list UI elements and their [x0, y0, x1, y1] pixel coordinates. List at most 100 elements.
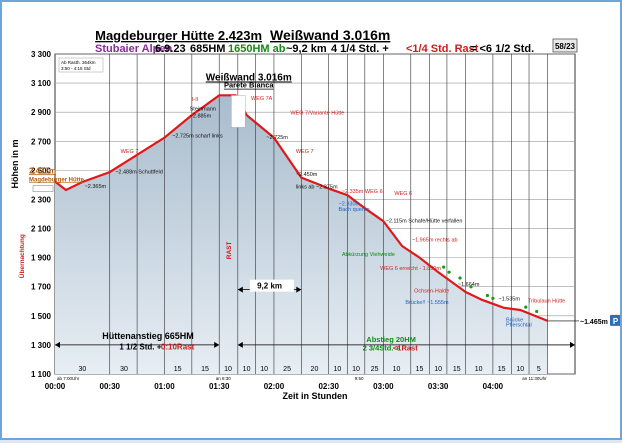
distance-arrowhead-right	[296, 286, 302, 293]
page-badge: 58/23	[555, 42, 576, 51]
descent-arrowhead-right	[570, 341, 575, 348]
segment-time-label: 20	[311, 366, 319, 373]
waypoint-marker	[442, 265, 446, 269]
chart-title-part2: Weißwand 3.016m	[270, 27, 390, 43]
x-tick-label: 02:00	[264, 382, 285, 391]
profile-annotation: ~2.115m Schafe/Hütte verfallen	[386, 219, 463, 225]
summit-stone-box	[231, 95, 246, 128]
profile-annotation: Ochsen-Halde	[414, 289, 449, 295]
area-name: Stubaier Alpen	[95, 43, 172, 55]
x-tick-label: 03:30	[428, 382, 449, 391]
parking-badge	[610, 314, 621, 326]
time-note: an 11:30Uhr	[522, 376, 547, 381]
summit-name-label: Weißwand 3.016m	[206, 72, 292, 83]
descent-arrowhead-left	[237, 341, 243, 348]
segment-time-label: 10	[260, 366, 268, 373]
profile-annotation: ~2.330m	[339, 201, 361, 207]
y-tick-label: 1 100	[31, 370, 52, 379]
waypoint-marker	[469, 285, 473, 289]
ascent-arrowhead-left	[55, 341, 60, 348]
segment-time-label: 10	[224, 366, 232, 373]
y-tick-label: 2 900	[31, 108, 52, 117]
y-tick-label: 1 700	[31, 283, 52, 292]
profile-annotation: ~2.365m	[85, 184, 107, 190]
ascent-rest: 0:10Rast	[161, 342, 195, 351]
time-rest: <1/4 Std. Rast	[406, 43, 479, 55]
time-total: = <6 1/2 Std.	[470, 43, 534, 55]
profile-annotation: Pflerschtal	[506, 322, 532, 328]
time-note: 9:50	[355, 376, 364, 381]
rest-note: RAST	[226, 241, 233, 259]
tour-date: 6.9.23	[155, 43, 186, 55]
segment-time-label: 15	[416, 366, 424, 373]
y-tick-label: 2 500	[31, 166, 52, 175]
start-hut-label: Magdeburger Hütte	[29, 177, 85, 183]
start-marker-box	[32, 185, 54, 192]
waypoint-marker	[491, 296, 495, 300]
hm-down: 1650HM ab	[228, 43, 286, 55]
chart-title-part1: Magdeburger Hütte 2.423m	[95, 28, 262, 43]
distance-arrowhead-left	[237, 286, 243, 293]
profile-annotation: WEG 7	[296, 149, 314, 155]
y-tick-label: 1 500	[31, 312, 52, 321]
segment-time-label: 15	[174, 366, 182, 373]
profile-annotation: ~2.725m	[266, 135, 288, 141]
ascent-arrowhead-right	[214, 341, 220, 348]
profile-annotation: ~2.450m	[296, 172, 318, 178]
x-tick-label: 04:00	[483, 382, 504, 391]
x-tick-label: 02:30	[318, 382, 339, 391]
profile-annotation: ~1.965m rechts ab	[412, 237, 458, 243]
segment-time-label: 10	[393, 366, 401, 373]
info-box	[58, 57, 104, 73]
profile-annotation: ~2.725m scharf links	[172, 134, 223, 140]
profile-annotation: Tribulaun Hütte	[528, 299, 565, 305]
profile-annotation: links ab ~2.375m	[296, 185, 338, 191]
y-tick-label: 2 700	[31, 137, 52, 146]
start-altitude-label: 2.423m	[29, 166, 56, 175]
waypoint-marker	[458, 276, 462, 280]
page-badge-box	[552, 38, 578, 53]
profile-annotation: Abkürzung Viehweide	[342, 252, 395, 258]
x-tick-label: 01:00	[154, 382, 175, 391]
time-note: an 8:30	[216, 376, 232, 381]
segment-time-label: 10	[243, 366, 251, 373]
segment-time-label: 15	[498, 366, 506, 373]
segment-time-label: 10	[475, 366, 483, 373]
profile-annotation: ~2.488m Schuttfeld	[115, 170, 163, 176]
info-line-2: 3:50 - 4:15 Std	[61, 66, 91, 71]
x-axis-label: Zeit in Stunden	[283, 391, 348, 401]
segment-time-label: 10	[516, 366, 524, 373]
distance-label: 9,2 km	[257, 282, 282, 291]
waypoint-marker	[535, 309, 539, 314]
descent-title: Abstieg 20HM	[366, 335, 416, 344]
waypoint-marker	[524, 305, 528, 309]
profile-annotation: Bach queren	[339, 207, 370, 213]
profile-annotation: WEG 6 erreicht - 1.850m	[380, 266, 441, 272]
time-note: ab 7:00Uhr	[57, 376, 80, 381]
plot-area: 1 100 1 300 1 500 1 700 1 900 2 100 2 300 2 500…	[10, 50, 621, 401]
parking-badge-label: P	[613, 317, 619, 326]
profile-annotation: I-II	[192, 97, 199, 103]
y-tick-label: 3 100	[31, 79, 52, 88]
profile-annotation: WEG 7/Variante Hütte	[290, 110, 344, 116]
profile-annotation: Brücke!! ~1.555m	[405, 300, 449, 306]
segment-time-label: 30	[78, 366, 86, 373]
y-tick-label: 3 300	[31, 50, 52, 59]
y-tick-label: 1 300	[31, 341, 52, 350]
waypoint-marker	[447, 270, 451, 274]
time-walk: 4 1/4 Std. +	[331, 43, 389, 55]
x-tick-label: 00:00	[45, 382, 66, 391]
segment-time-label: 10	[434, 366, 442, 373]
ascent-time: 1 1/2 Std. +	[119, 342, 161, 351]
y-tick-label: 1 900	[31, 254, 52, 263]
elevation-line	[54, 94, 549, 322]
profile-annotation: ~1.535m	[498, 296, 520, 302]
segment-time-label: 15	[453, 366, 461, 373]
y-tick-label: 2 300	[31, 195, 52, 204]
y-tick-label: 2 100	[31, 225, 52, 234]
profile-annotation: ~2.885m	[190, 113, 212, 119]
segment-time-label: 10	[352, 366, 360, 373]
descent-rest: <1Rast	[393, 343, 418, 352]
profile-annotation: WEG 7	[121, 149, 139, 155]
